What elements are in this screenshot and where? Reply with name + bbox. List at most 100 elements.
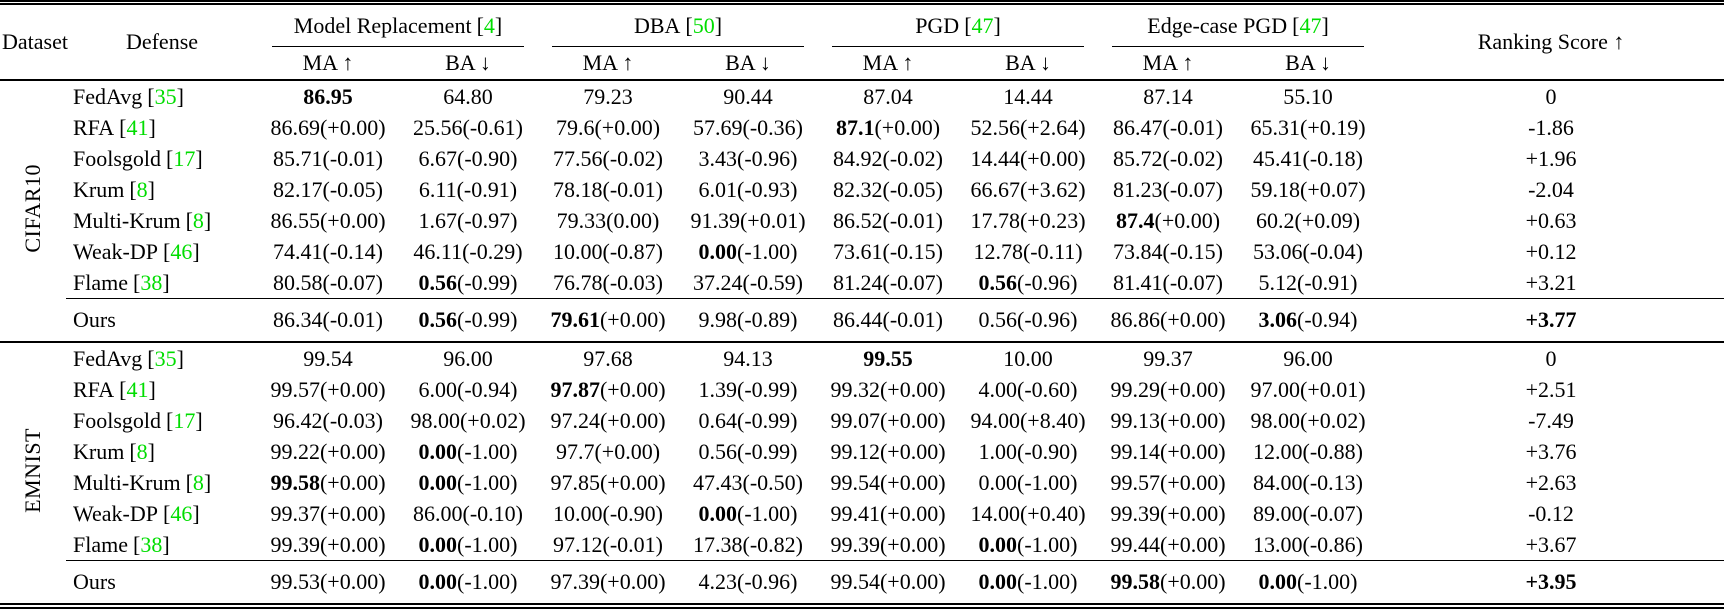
metric-value: 86.69(+0.00) — [270, 114, 386, 140]
metric-value: 99.13(+0.00) — [1110, 407, 1226, 433]
defense-name: Ours — [66, 560, 258, 606]
defense-name: Weak-DP [46] — [73, 238, 200, 264]
citation: [41] — [119, 114, 156, 140]
metric-value: 12.00(-0.88) — [1253, 438, 1364, 464]
metric-value: 82.32(-0.05) — [833, 176, 943, 202]
metric-value: 99.22(+0.00) — [270, 438, 386, 464]
metric-value: 0.56(-0.99) — [698, 438, 798, 464]
metric-value: 0.00(-1.00) — [418, 469, 518, 495]
metric-value: 99.58(+0.00) — [1098, 560, 1239, 606]
citation-number: 8 — [192, 207, 204, 233]
metric-header-ma: MA ↑ — [818, 47, 959, 81]
table-row: Weak-DP [46] 99.37(+0.00) 86.00(-0.10) 10.00… — [0, 498, 1724, 529]
metric-value: 87.4(+0.00) — [1116, 207, 1221, 233]
metric-value: 0.00(-1.00) — [978, 469, 1078, 495]
metric-value: 97.68 — [583, 345, 633, 371]
metric-value: 86.55(+0.00) — [270, 207, 386, 233]
metric-value: 86.47(-0.01) — [1113, 114, 1224, 140]
metric-value: 99.37(+0.00) — [270, 500, 386, 526]
metric-header-ba: BA ↓ — [958, 47, 1099, 81]
citation-number: 41 — [126, 114, 149, 140]
header-row-metrics: MA ↑ BA ↓ MA ↑ BA ↓ MA ↑ BA ↓ MA ↑ BA ↓ — [0, 47, 1724, 81]
metric-value: 97.87(+0.00) — [550, 376, 666, 402]
ranking-score: +3.95 — [1378, 560, 1724, 606]
citation: [8] — [129, 438, 155, 464]
metric-value: 99.54 — [303, 345, 353, 371]
metric-value: 6.00(-0.94) — [418, 376, 518, 402]
metric-value: 9.98(-0.89) — [678, 298, 819, 343]
metric-value: 86.86(+0.00) — [1098, 298, 1239, 343]
metric-value: 81.24(-0.07) — [833, 269, 943, 295]
metric-value: 14.44 — [1003, 83, 1053, 109]
metric-value: 66.67(+3.62) — [970, 176, 1086, 202]
metric-value: 6.67(-0.90) — [418, 145, 518, 171]
table-row: Krum [8] 99.22(+0.00) 0.00(-1.00) 97.7(+0.00… — [0, 436, 1724, 467]
citation: [17] — [166, 145, 203, 171]
citation: [46] — [162, 238, 200, 264]
metric-value: 80.58(-0.07) — [273, 269, 383, 295]
metric-value: 25.56(-0.61) — [413, 114, 523, 140]
metric-value: 96.00 — [1283, 345, 1333, 371]
citation: [8] — [129, 176, 155, 202]
ranking-score: -0.12 — [1528, 500, 1574, 526]
defense-name: Flame [38] — [73, 531, 170, 557]
metric-value: 13.00(-0.86) — [1253, 531, 1364, 557]
metric-value: 17.78(+0.23) — [970, 207, 1086, 233]
citation-number: 47 — [971, 13, 994, 38]
metric-value: 5.12(-0.91) — [1258, 269, 1358, 295]
metric-value: 99.07(+0.00) — [830, 407, 946, 433]
metric-value: 99.39(+0.00) — [1110, 500, 1226, 526]
attack-name: DBA — [633, 13, 681, 38]
citation: [41] — [119, 376, 156, 402]
table-row: Multi-Krum [8] 86.55(+0.00) 1.67(-0.97) 79.3… — [0, 205, 1724, 236]
metric-value: 73.84(-0.15) — [1113, 238, 1224, 264]
citation-number: 50 — [692, 13, 715, 38]
metric-value: 82.17(-0.05) — [273, 176, 383, 202]
table-row: Flame [38] 99.39(+0.00) 0.00(-1.00) 97.12(-0… — [0, 529, 1724, 561]
citation-number: 46 — [170, 500, 193, 526]
metric-value: 1.00(-0.90) — [978, 438, 1078, 464]
metric-value: 81.41(-0.07) — [1113, 269, 1224, 295]
metric-value: 46.11(-0.29) — [413, 238, 523, 264]
metric-value: 99.54(+0.00) — [818, 560, 959, 606]
citation-number: 35 — [154, 83, 177, 109]
metric-value: 4.00(-0.60) — [978, 376, 1078, 402]
metric-value: 47.43(-0.50) — [693, 469, 803, 495]
metric-value: 96.00 — [443, 345, 493, 371]
defense-name: Weak-DP [46] — [73, 500, 200, 526]
metric-value: 4.23(-0.96) — [678, 560, 819, 606]
metric-value: 78.18(-0.01) — [553, 176, 663, 202]
col-header-ranking-score: Ranking Score ↑ — [1378, 2, 1724, 81]
defense-name: Flame [38] — [73, 269, 170, 295]
dataset-label: CIFAR10 — [0, 80, 66, 343]
ranking-score: +0.63 — [1525, 207, 1577, 233]
ranking-score: -2.04 — [1528, 176, 1574, 202]
metric-value: 99.37 — [1143, 345, 1193, 371]
table-row: Ours 99.53(+0.00) 0.00(-1.00) 97.39(+0.00) 4… — [0, 560, 1724, 606]
metric-value: 99.39(+0.00) — [270, 531, 386, 557]
metric-value: 99.32(+0.00) — [830, 376, 946, 402]
metric-value: 12.78(-0.11) — [973, 238, 1083, 264]
metric-value: 84.92(-0.02) — [833, 145, 943, 171]
metric-value: 37.24(-0.59) — [693, 269, 803, 295]
metric-value: 0.56(-0.99) — [418, 269, 518, 295]
metric-value: 98.00(+0.02) — [1250, 407, 1366, 433]
table-row: Krum [8] 82.17(-0.05) 6.11(-0.91) 78.18(-0.0… — [0, 174, 1724, 205]
metric-value: 6.11(-0.91) — [418, 176, 518, 202]
metric-value: 0.56(-0.96) — [978, 269, 1078, 295]
defense-name: FedAvg [35] — [73, 83, 184, 109]
table-row: EMNIST FedAvg [35] 99.54 96.00 97.68 94.13 99.5… — [0, 342, 1724, 513]
defense-name: Krum [8] — [73, 176, 155, 202]
metric-header-ba: BA ↓ — [398, 47, 538, 81]
metric-value: 99.57(+0.00) — [1110, 469, 1226, 495]
attack-name: Edge-case PGD — [1147, 13, 1288, 38]
metric-value: 99.58(+0.00) — [270, 469, 386, 495]
col-header-defense: Defense — [66, 2, 258, 81]
attack-name: Model Replacement — [293, 13, 472, 38]
table-row: Ours 86.34(-0.01) 0.56(-0.99) 79.61(+0.00) 9… — [0, 298, 1724, 343]
metric-value: 0.64(-0.99) — [698, 407, 798, 433]
metric-value: 99.53(+0.00) — [258, 560, 398, 606]
defense-name: Multi-Krum [8] — [73, 207, 212, 233]
ranking-score: +2.63 — [1525, 469, 1577, 495]
ranking-score: -7.49 — [1528, 407, 1574, 433]
